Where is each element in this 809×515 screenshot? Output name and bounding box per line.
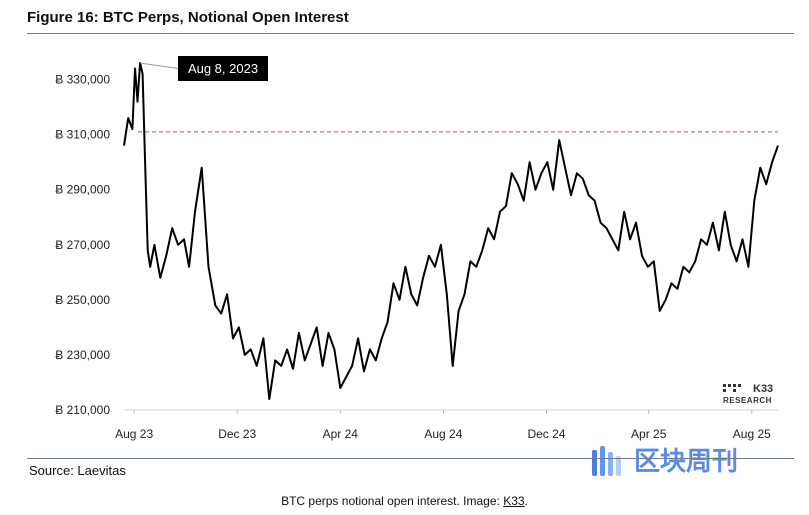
x-tick-label: Apr 25	[631, 427, 667, 441]
y-tick-label: Ƀ 230,000	[55, 348, 110, 362]
image-caption: BTC perps notional open interest. Image:…	[0, 494, 809, 508]
x-tick-label: Dec 24	[527, 427, 565, 441]
x-axis: Aug 23 Dec 23 Apr 24 Aug 24 Dec 24 Apr 25 Aug …	[115, 410, 771, 441]
y-tick-label: Ƀ 330,000	[55, 73, 110, 87]
x-tick-label: Aug 25	[733, 427, 771, 441]
callout-box	[178, 56, 268, 81]
callout-leader	[139, 62, 179, 69]
k33-logo: K33 RESEARCH	[723, 383, 773, 405]
figure-title: Figure 16: BTC Perps, Notional Open Inte…	[27, 9, 349, 26]
y-tick-label: Ƀ 290,000	[55, 183, 110, 197]
top-rule	[27, 33, 794, 34]
x-tick-label: Aug 23	[115, 427, 153, 441]
y-tick-label: Ƀ 270,000	[55, 238, 110, 252]
series-line	[123, 62, 779, 400]
x-tick-label: Apr 24	[323, 427, 359, 441]
caption-text: BTC perps notional open interest. Image:	[281, 494, 504, 508]
x-tick-label: Aug 24	[424, 427, 462, 441]
logo-top-text: K33	[753, 383, 773, 395]
bottom-rule	[27, 458, 794, 459]
callout-text: Aug 8, 2023	[188, 61, 258, 76]
annotation-callout: Aug 8, 2023	[139, 56, 268, 81]
x-tick-label: Dec 23	[218, 427, 256, 441]
y-tick-label: Ƀ 310,000	[55, 128, 110, 142]
logo-bottom-text: RESEARCH	[723, 396, 772, 405]
watermark-text: 区块周刊	[634, 447, 738, 477]
watermark-logo-icon	[592, 446, 621, 476]
caption-end: .	[524, 494, 528, 508]
y-tick-label: Ƀ 250,000	[55, 293, 110, 307]
caption-link[interactable]: K33	[503, 494, 525, 508]
y-tick-label: Ƀ 210,000	[55, 403, 110, 417]
y-axis: Ƀ 210,000 Ƀ 230,000 Ƀ 250,000 Ƀ 270,000 Ƀ 29…	[55, 73, 110, 417]
source-note: Source: Laevitas	[29, 463, 126, 478]
watermark: 区块周刊	[592, 446, 738, 477]
